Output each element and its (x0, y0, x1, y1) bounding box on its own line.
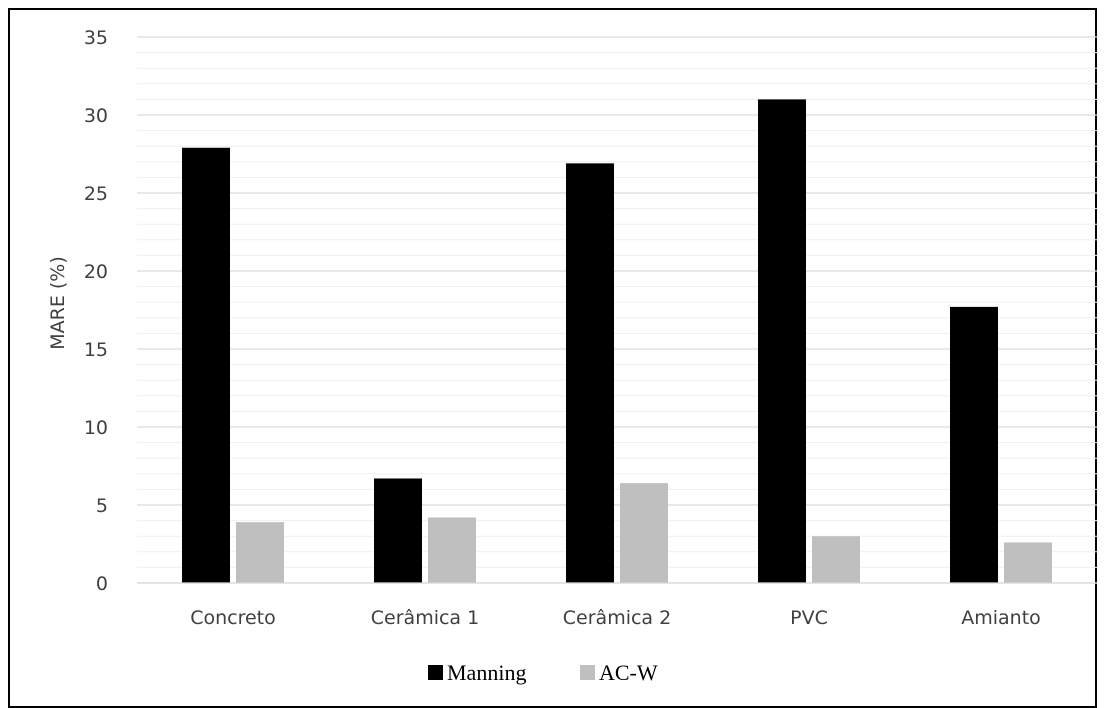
x-tick-label: PVC (790, 607, 828, 629)
legend: Manning AC-W (428, 660, 658, 685)
legend-swatch (428, 665, 443, 680)
x-tick-labels: Concreto Cerâmica 1 Cerâmica 2 PVC Amianto (190, 607, 1041, 629)
y-tick-label: 30 (84, 105, 108, 127)
x-tick-label: Amianto (961, 607, 1041, 629)
bar-manning-3 (758, 99, 806, 584)
y-tick-label: 25 (84, 183, 108, 205)
bar-ac-w-3 (812, 536, 860, 583)
bar-manning-0 (182, 147, 230, 583)
y-tick-label: 35 (84, 27, 108, 49)
bar-manning-1 (374, 478, 422, 583)
x-tick-label: Cerâmica 1 (371, 607, 479, 629)
legend-label: AC-W (599, 660, 658, 685)
legend-swatch (580, 665, 595, 680)
bar-ac-w-0 (236, 522, 284, 583)
x-tick-label: Cerâmica 2 (563, 607, 671, 629)
legend-label: Manning (447, 660, 526, 685)
bar-ac-w-1 (428, 517, 476, 583)
bar-manning-4 (950, 306, 998, 583)
y-tick-label: 20 (84, 261, 108, 283)
y-tick-label: 15 (84, 339, 108, 361)
y-tick-label: 5 (96, 495, 108, 517)
bar-ac-w-4 (1004, 542, 1052, 583)
y-tick-label: 10 (84, 417, 108, 439)
bar-chart: 0 5 10 15 20 25 30 35 Concreto Cerâmica 1 Cerâmic… (47, 27, 1097, 685)
bars (137, 99, 1097, 584)
x-tick-label: Concreto (190, 607, 276, 629)
bar-ac-w-2 (620, 483, 668, 583)
bar-manning-2 (566, 163, 614, 584)
y-tick-labels: 0 5 10 15 20 25 30 35 (84, 27, 108, 595)
y-axis-label: MARE (%) (47, 256, 69, 350)
y-tick-label: 0 (96, 573, 108, 595)
